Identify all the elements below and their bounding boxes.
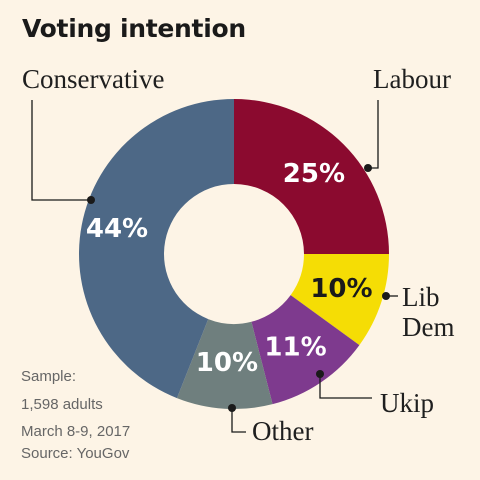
value-label-ukip: 11% <box>264 332 326 362</box>
note-sample: Sample: <box>21 368 77 385</box>
slice-labour <box>234 99 389 254</box>
label-lib-dem-line1: Lib <box>402 282 440 312</box>
leader-other <box>231 408 246 433</box>
leader-conservative-dot <box>87 196 95 204</box>
value-label-lib-dem: 10% <box>310 274 372 304</box>
leader-ukip <box>319 374 372 399</box>
chart-title: Voting intention <box>22 14 246 43</box>
slice-conservative <box>78 98 234 399</box>
label-ukip: Ukip <box>380 388 434 418</box>
value-label-labour: 25% <box>283 159 345 189</box>
leader-other-dot <box>228 404 236 412</box>
leader-conservative <box>31 100 91 201</box>
leader-ukip-dot <box>316 370 324 378</box>
leader-labour <box>368 100 379 169</box>
value-label-other: 10% <box>196 348 258 378</box>
label-labour: Labour <box>373 64 451 94</box>
slice-other <box>176 319 273 409</box>
value-label-conservative: 44% <box>86 214 148 244</box>
leader-lib-dem-dot <box>382 292 390 300</box>
slice-ukip <box>251 295 360 405</box>
label-other: Other <box>252 416 314 446</box>
slice-lib-dem <box>290 254 390 346</box>
leader-labour-dot <box>364 164 372 172</box>
note-date: March 8-9, 2017 <box>21 423 131 440</box>
note-adults: 1,598 adults <box>21 396 103 413</box>
label-lib-dem-line2: Dem <box>402 312 455 342</box>
note-source: Source: YouGov <box>21 445 130 462</box>
label-conservative: Conservative <box>22 64 165 94</box>
